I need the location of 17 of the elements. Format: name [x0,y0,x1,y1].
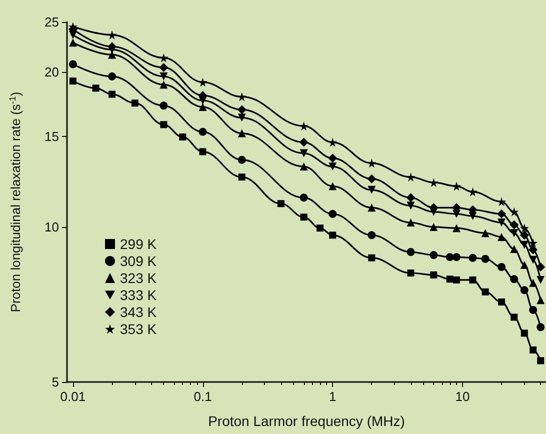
legend-label: 353 K [120,321,158,337]
x-tick-label: 0.1 [194,389,212,404]
y-tick-label: 15 [44,128,59,144]
y-axis-title: Proton longitudinal relaxation rate (s-1) [8,92,23,312]
legend-label: 323 K [120,270,158,286]
x-tick-label: 0.01 [60,389,86,404]
legend-label: 343 K [120,304,158,320]
x-tick-label: 10 [455,389,470,404]
x-tick-label: 1 [329,389,336,404]
legend-label: 333 K [120,287,158,303]
y-tick-label: 10 [44,219,59,234]
y-tick-label: 25 [44,14,59,30]
y-tick-label: 5 [52,374,59,390]
legend-label: 299 K [120,236,158,252]
x-axis-title: Proton Larmor frequency (MHz) [208,413,405,429]
legend-label: 309 K [120,253,158,269]
y-tick-label: 20 [44,64,59,80]
